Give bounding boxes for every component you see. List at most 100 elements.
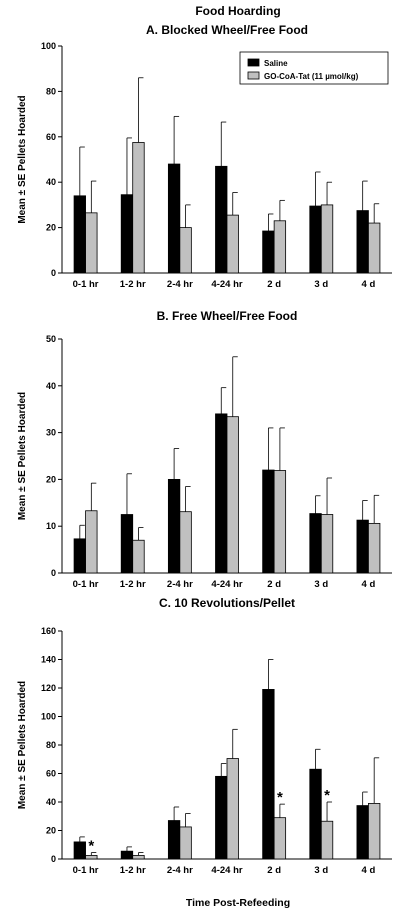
y-tick-label: 140 bbox=[41, 655, 56, 665]
bar bbox=[120, 194, 134, 274]
bar bbox=[273, 817, 287, 860]
y-tick-label: 0 bbox=[51, 568, 56, 578]
bar bbox=[309, 768, 322, 860]
y-tick-label: 60 bbox=[46, 132, 56, 142]
x-tick-label: 2 d bbox=[267, 279, 281, 290]
bar bbox=[85, 855, 98, 860]
bar bbox=[262, 230, 275, 274]
bar bbox=[167, 478, 181, 574]
x-tick-label: 4-24 hr bbox=[211, 579, 242, 590]
significance-star: * bbox=[324, 787, 330, 804]
bar bbox=[356, 805, 369, 860]
bar bbox=[132, 539, 145, 574]
bar bbox=[320, 514, 334, 574]
significance-star: * bbox=[88, 838, 94, 855]
x-tick-label: 3 d bbox=[314, 279, 328, 290]
bar bbox=[179, 826, 192, 860]
bar bbox=[215, 413, 228, 574]
x-tick-label: 4 d bbox=[362, 579, 376, 590]
bar bbox=[215, 775, 228, 860]
bar bbox=[73, 195, 86, 274]
x-tick-label: 0-1 hr bbox=[73, 279, 99, 290]
legend-box bbox=[239, 51, 389, 85]
bar bbox=[120, 850, 134, 860]
x-tick-label: 2-4 hr bbox=[167, 865, 193, 876]
y-axis-label: Mean ± SE Pellets Hoarded bbox=[17, 95, 28, 223]
y-tick-label: 120 bbox=[41, 683, 56, 693]
x-tick-label: 2-4 hr bbox=[167, 279, 193, 290]
bar bbox=[73, 538, 86, 574]
bar bbox=[85, 212, 98, 274]
y-tick-label: 40 bbox=[46, 177, 56, 187]
y-axis-label: Mean ± SE Pellets Hoarded bbox=[17, 681, 28, 809]
bar bbox=[320, 204, 334, 274]
y-tick-label: 50 bbox=[46, 334, 56, 344]
x-tick-label: 2 d bbox=[267, 579, 281, 590]
bar bbox=[356, 519, 369, 574]
bar bbox=[120, 514, 134, 574]
bar bbox=[356, 210, 369, 274]
legend-swatch bbox=[247, 58, 260, 67]
bar bbox=[320, 820, 334, 860]
x-tick-label: 2-4 hr bbox=[167, 579, 193, 590]
bar bbox=[132, 855, 145, 860]
panel-title: A. Blocked Wheel/Free Food bbox=[146, 23, 308, 37]
legend-swatch bbox=[247, 71, 260, 80]
x-tick-label: 1-2 hr bbox=[120, 279, 146, 290]
bar bbox=[273, 470, 287, 574]
bar bbox=[368, 803, 381, 860]
bar bbox=[167, 163, 181, 274]
x-tick-label: 4 d bbox=[362, 279, 376, 290]
x-tick-label: 4-24 hr bbox=[211, 865, 242, 876]
y-tick-label: 100 bbox=[41, 712, 56, 722]
legend-label: Saline bbox=[264, 59, 288, 68]
bar bbox=[73, 841, 86, 860]
bar bbox=[273, 220, 287, 274]
bar bbox=[368, 522, 381, 574]
y-tick-label: 80 bbox=[46, 86, 56, 96]
bar bbox=[85, 510, 98, 574]
chart-panel-1: A. Blocked Wheel/Free Food Mean ± SE Pell… bbox=[17, 23, 392, 290]
x-tick-label: 3 d bbox=[314, 579, 328, 590]
bar bbox=[226, 214, 239, 274]
x-tick-label: 0-1 hr bbox=[73, 579, 99, 590]
bar bbox=[262, 689, 275, 860]
panel-title: B. Free Wheel/Free Food bbox=[157, 309, 298, 323]
y-tick-label: 0 bbox=[51, 268, 56, 278]
y-tick-label: 100 bbox=[41, 41, 56, 51]
x-tick-label: 1-2 hr bbox=[120, 579, 146, 590]
chart-panel-3: C. 10 Revolutions/Pellet Mean ± SE Pellet… bbox=[17, 596, 392, 876]
x-tick-label: 2 d bbox=[267, 865, 281, 876]
bar bbox=[309, 205, 322, 274]
significance-star: * bbox=[277, 789, 283, 806]
chart-panel-2: B. Free Wheel/Free Food Mean ± SE Pellets… bbox=[17, 309, 392, 590]
bar bbox=[226, 758, 239, 860]
bar bbox=[309, 513, 322, 574]
y-tick-label: 40 bbox=[46, 381, 56, 391]
bar bbox=[167, 820, 181, 860]
bar bbox=[368, 222, 381, 274]
y-tick-label: 60 bbox=[46, 769, 56, 779]
figure-title: Food Hoarding bbox=[195, 4, 280, 18]
y-tick-label: 10 bbox=[46, 521, 56, 531]
y-tick-label: 20 bbox=[46, 223, 56, 233]
y-tick-label: 160 bbox=[41, 626, 56, 636]
y-tick-label: 20 bbox=[46, 826, 56, 836]
bar bbox=[262, 469, 275, 574]
x-tick-label: 4 d bbox=[362, 865, 376, 876]
bar bbox=[226, 416, 239, 574]
y-tick-label: 40 bbox=[46, 797, 56, 807]
y-tick-label: 20 bbox=[46, 474, 56, 484]
x-tick-label: 1-2 hr bbox=[120, 865, 146, 876]
x-tick-label: 0-1 hr bbox=[73, 865, 99, 876]
bar bbox=[179, 227, 192, 274]
x-tick-label: 4-24 hr bbox=[211, 279, 242, 290]
y-tick-label: 0 bbox=[51, 854, 56, 864]
bar bbox=[179, 511, 192, 574]
y-axis-label: Mean ± SE Pellets Hoarded bbox=[17, 392, 28, 520]
y-tick-label: 30 bbox=[46, 428, 56, 438]
x-axis-label: Time Post-Refeeding bbox=[186, 897, 290, 909]
bar bbox=[132, 142, 145, 274]
bar bbox=[215, 165, 228, 274]
